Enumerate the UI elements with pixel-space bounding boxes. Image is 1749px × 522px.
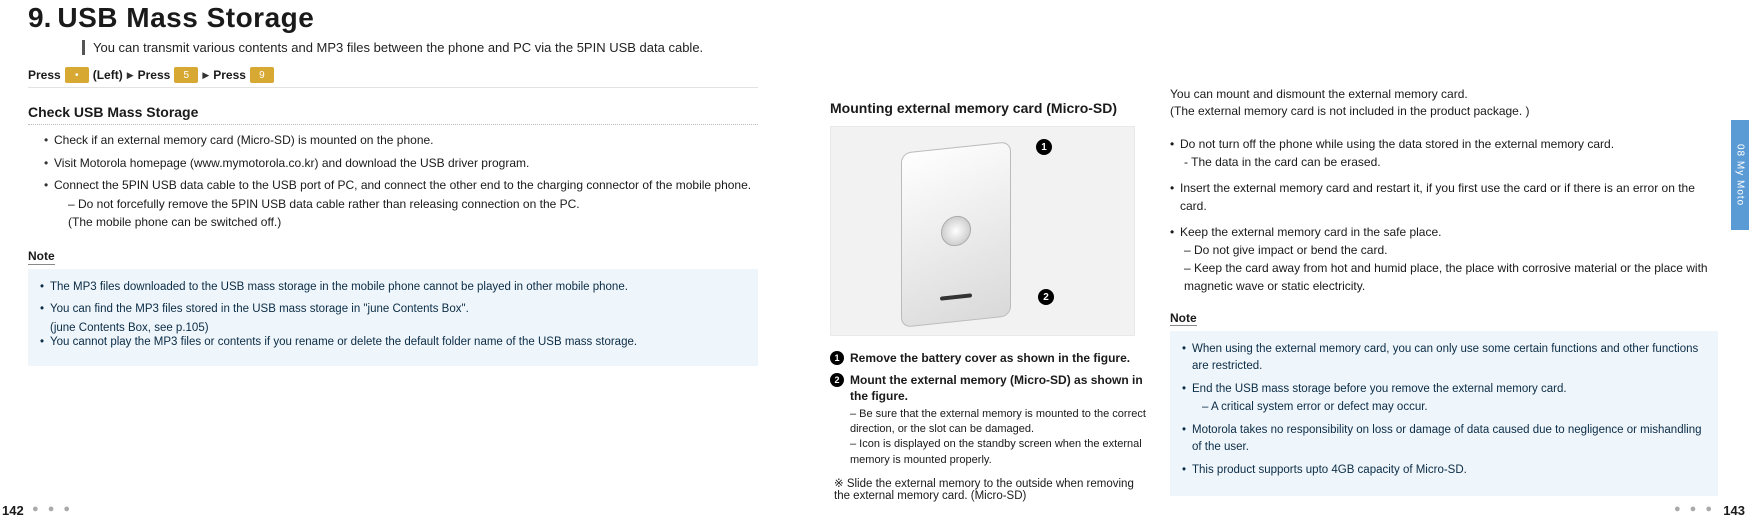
press-word: Press — [28, 68, 61, 82]
bullet: Connect the 5PIN USB data cable to the U… — [44, 176, 758, 231]
right-bullet-list: Do not turn off the phone while using th… — [1170, 135, 1718, 295]
note-subline: (june Contents Box, see p.105) — [40, 322, 746, 334]
right-page-number: 143 — [1723, 503, 1745, 518]
sub-line: – Keep the card away from hot and humid … — [1184, 259, 1718, 295]
page-title: USB Mass Storage — [57, 2, 314, 34]
marker-1-icon: 1 — [1036, 139, 1052, 155]
bullet: Check if an external memory card (Micro-… — [44, 131, 758, 150]
step-text: Mount the external memory (Micro-SD) as … — [850, 372, 1150, 404]
phone-body-shape — [901, 141, 1011, 328]
press-instruction: Press • (Left) ▶ Press 5 ▶ Press 9 — [28, 67, 758, 88]
triangle-icon-2: ▶ — [202, 70, 209, 81]
step-sub: – Be sure that the external memory is mo… — [850, 407, 1150, 469]
note-subline: – A critical system error or defect may … — [1192, 401, 1428, 413]
phone-illustration: 1 2 — [830, 126, 1135, 336]
phone-speaker-shape — [940, 293, 972, 300]
bullet: Insert the external memory card and rest… — [1170, 179, 1718, 215]
middle-column: Mounting external memory card (Micro-SD)… — [830, 100, 1150, 502]
left-page-number: 142 — [2, 503, 24, 518]
dots-left-icon: ● ● ● — [32, 503, 73, 515]
bullet-sub: - The data in the card can be erased. — [1184, 153, 1718, 171]
step-number-icon: 1 — [830, 351, 844, 365]
note-item: When using the external memory card, you… — [1182, 341, 1706, 376]
step-text: Remove the battery cover as shown in the… — [850, 350, 1130, 366]
sub-line: - The data in the card can be erased. — [1184, 153, 1718, 171]
press-word-3: Press — [213, 68, 246, 82]
bullet-text: Do not turn off the phone while using th… — [1180, 137, 1614, 151]
marker-2-icon: 2 — [1038, 289, 1054, 305]
bullet-sub: – Do not forcefully remove the 5PIN USB … — [68, 195, 758, 231]
sub-line: – Do not give impact or bend the card. — [1184, 241, 1718, 259]
note-item: End the USB mass storage before you remo… — [1182, 381, 1706, 416]
note-item: The MP3 files downloaded to the USB mass… — [40, 279, 746, 297]
subtitle: You can transmit various contents and MP… — [82, 40, 758, 55]
bullet: Keep the external memory card in the saf… — [1170, 223, 1718, 295]
step-number-icon: 2 — [830, 373, 844, 387]
step-1: 1 Remove the battery cover as shown in t… — [830, 350, 1150, 366]
note-box: The MP3 files downloaded to the USB mass… — [28, 269, 758, 366]
step-sub-line: – Be sure that the external memory is mo… — [850, 407, 1150, 438]
dots-right-icon: ● ● ● — [1674, 503, 1715, 515]
phone-button-shape — [941, 214, 971, 247]
step-2: 2 Mount the external memory (Micro-SD) a… — [830, 372, 1150, 404]
left-page: 9. USB Mass Storage You can transmit var… — [28, 2, 758, 366]
key-icon-9: 9 — [250, 67, 274, 83]
note-item: You can find the MP3 files stored in the… — [40, 301, 746, 319]
note-box: When using the external memory card, you… — [1170, 331, 1718, 496]
note-item: This product supports upto 4GB capacity … — [1182, 462, 1706, 479]
note-text: End the USB mass storage before you remo… — [1192, 383, 1567, 395]
sub-line: (The mobile phone can be switched off.) — [68, 213, 758, 231]
note-header: Note — [28, 249, 55, 265]
bullet: Visit Motorola homepage (www.mymotorola.… — [44, 154, 758, 173]
triangle-icon: ▶ — [127, 70, 134, 81]
step-sub-line: – Icon is displayed on the standby scree… — [850, 437, 1150, 468]
bullet-text: Connect the 5PIN USB data cable to the U… — [54, 178, 751, 192]
bullet-sub: – Do not give impact or bend the card. –… — [1184, 241, 1718, 295]
bullet: Do not turn off the phone while using th… — [1170, 135, 1718, 171]
left-bullet-list: Check if an external memory card (Micro-… — [28, 131, 758, 231]
section-header: Check USB Mass Storage — [28, 104, 758, 125]
note-header: Note — [1170, 311, 1197, 326]
bullet-text: Keep the external memory card in the saf… — [1180, 225, 1441, 239]
sub-line: – Do not forcefully remove the 5PIN USB … — [68, 195, 758, 213]
key-icon-5: 5 — [174, 67, 198, 83]
key-icon: • — [65, 67, 89, 83]
section-number: 9. — [28, 2, 51, 34]
intro-line: You can mount and dismount the external … — [1170, 86, 1718, 103]
press-word-2: Press — [138, 68, 171, 82]
note-item: Motorola takes no responsibility on loss… — [1182, 422, 1706, 457]
note-item: You cannot play the MP3 files or content… — [40, 334, 746, 352]
press-left: (Left) — [93, 68, 123, 82]
intro-line: (The external memory card is not include… — [1170, 103, 1718, 120]
side-tab: 08 My Moto — [1731, 120, 1749, 230]
mid-header: Mounting external memory card (Micro-SD) — [830, 100, 1150, 116]
right-column: You can mount and dismount the external … — [1170, 86, 1718, 496]
remove-note: ※ Slide the external memory to the outsi… — [834, 476, 1150, 502]
title-row: 9. USB Mass Storage — [28, 2, 758, 34]
